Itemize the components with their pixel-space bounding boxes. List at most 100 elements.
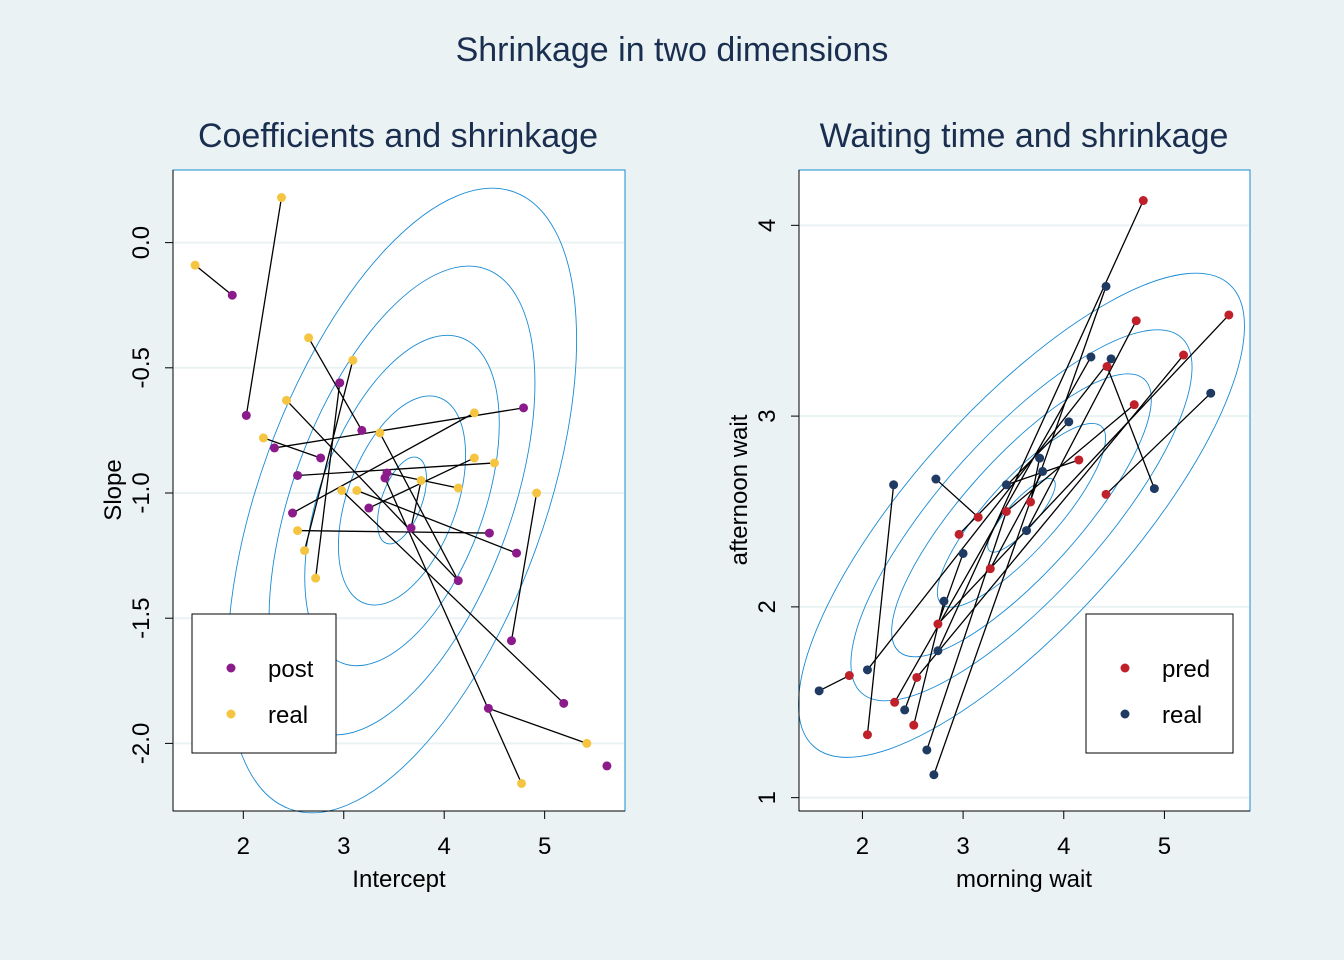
point-post — [512, 548, 522, 558]
point-post — [519, 403, 529, 413]
shrinkage-line — [274, 407, 524, 449]
point-post — [559, 698, 569, 708]
legend-label-pred: pred — [1162, 656, 1210, 683]
y-tick-label: -1.5 — [128, 598, 155, 639]
point-pred — [890, 697, 900, 707]
legend-marker-real — [1120, 709, 1130, 719]
contour-ellipse — [891, 373, 1152, 658]
point-post — [316, 453, 326, 463]
shrinkage-line — [488, 707, 588, 745]
shrinkage-connectors — [194, 197, 588, 784]
shrinkage-line — [292, 412, 475, 514]
panel-title: Coefficients and shrinkage — [198, 117, 598, 155]
point-real — [931, 474, 941, 484]
shrinkage-line — [1105, 392, 1212, 495]
point-post — [293, 470, 303, 480]
legend: pred real — [1085, 613, 1234, 754]
contour-ellipse — [226, 187, 578, 814]
point-pred — [1131, 316, 1141, 326]
contour-ellipse — [850, 329, 1193, 702]
shrinkage-line — [286, 399, 459, 582]
shrinkage-line — [1106, 366, 1155, 489]
shrinkage-line — [937, 200, 1144, 652]
shrinkage-line — [510, 492, 538, 641]
shrinkage-line — [935, 478, 979, 518]
point-post — [335, 378, 345, 388]
point-real — [453, 483, 463, 493]
point-real — [1101, 281, 1111, 291]
shrinkage-line — [866, 484, 895, 735]
y-axis-label: Slope — [100, 459, 127, 520]
shrinkage-line — [818, 674, 850, 692]
point-real — [293, 526, 303, 536]
point-pred — [1101, 489, 1111, 499]
point-pred — [1074, 455, 1084, 465]
shrinkage-line — [194, 264, 233, 296]
shrinkage-line — [263, 437, 321, 459]
point-pred — [844, 671, 854, 681]
point-pred — [1026, 497, 1036, 507]
point-real — [958, 548, 968, 558]
point-pred — [1224, 310, 1234, 320]
point-real — [517, 778, 527, 788]
tick-labels: 2 3 4 5 0.0 -0.5 -1.0 -1.5 -2.0 — [128, 226, 551, 860]
point-real — [939, 596, 949, 606]
point-real — [1038, 466, 1048, 476]
point-real — [300, 546, 310, 556]
point-real — [282, 395, 292, 405]
shrinkage-line — [933, 286, 1107, 775]
point-real — [348, 355, 358, 365]
point-post — [364, 503, 374, 513]
legend: post real — [191, 613, 337, 754]
point-pred — [912, 672, 922, 682]
shrinkage-line — [937, 314, 1230, 625]
data-points — [814, 196, 1234, 780]
point-pred — [1102, 361, 1112, 371]
x-axis-label: morning wait — [956, 866, 1092, 893]
legend-label-real: real — [268, 702, 308, 729]
point-real — [258, 433, 268, 443]
legend-marker-pred — [1120, 663, 1130, 673]
point-real — [1035, 453, 1045, 463]
y-tick-label: -2.0 — [128, 723, 155, 764]
point-real — [532, 488, 542, 498]
shrinkage-line — [926, 511, 1007, 751]
legend-marker-real — [226, 709, 236, 719]
shrinkage-line — [245, 197, 283, 416]
point-real — [1086, 352, 1096, 362]
legend-box — [1085, 613, 1234, 754]
shrinkage-line — [314, 382, 341, 579]
point-post — [483, 703, 493, 713]
x-tick-label: 3 — [337, 833, 350, 860]
contour-ellipse — [798, 272, 1245, 758]
point-real — [190, 260, 200, 270]
shrinkage-line — [894, 356, 1092, 703]
point-real — [375, 428, 385, 438]
legend-label-real: real — [1162, 702, 1202, 729]
point-real — [304, 333, 314, 343]
y-tick-label: 4 — [754, 219, 781, 232]
x-tick-label: 2 — [237, 833, 250, 860]
point-real — [276, 193, 286, 203]
x-tick-label: 3 — [956, 833, 969, 860]
point-real — [814, 686, 824, 696]
point-post — [357, 425, 367, 435]
point-pred — [954, 529, 964, 539]
shrinkage-line — [410, 480, 422, 529]
axes — [798, 170, 1250, 812]
shrinkage-line — [341, 490, 565, 704]
grid-lines — [800, 224, 1249, 799]
point-pred — [973, 512, 983, 522]
point-post — [602, 761, 612, 771]
point-real — [469, 408, 479, 418]
shrinkage-line — [308, 337, 363, 431]
data-points — [190, 193, 612, 788]
shrinkage-line — [303, 360, 354, 551]
point-post — [241, 410, 251, 420]
point-real — [933, 646, 943, 656]
point-pred — [1129, 400, 1139, 410]
point-real — [862, 665, 872, 675]
shrinkage-line — [866, 358, 1112, 671]
point-pred — [985, 564, 995, 574]
